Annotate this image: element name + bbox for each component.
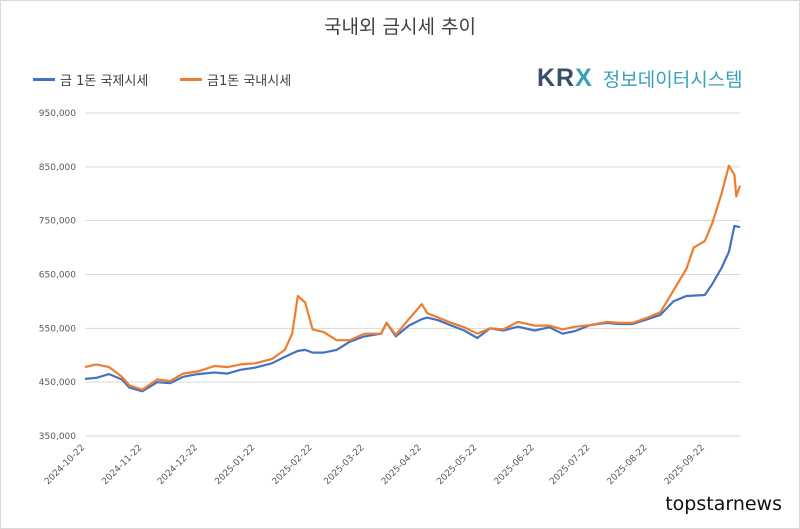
x-tick-label: 2025-08-22: [606, 443, 650, 487]
series-line-international: [84, 224, 741, 393]
x-tick-label: 2025-07-22: [548, 443, 592, 487]
legend-item-international: 금 1돈 국제시세: [33, 70, 148, 89]
x-tick-label: 2025-02-22: [271, 443, 315, 487]
x-tick-label: 2024-10-22: [43, 443, 87, 487]
chart-title: 국내외 금시세 추이: [324, 16, 476, 38]
watermark: topstarnews: [665, 493, 782, 515]
y-tick-label: 850,000: [39, 163, 76, 173]
x-tick-label: 2025-01-22: [213, 443, 257, 487]
y-tick-label: 450,000: [39, 378, 76, 388]
legend-label-domestic: 금1돈 국내시세: [207, 74, 292, 89]
krx-logo-subtitle: 정보데이터시스템: [602, 69, 743, 91]
x-axis-ticks: 2024-10-22 2024-11-22 2024-12-22 2025-01-22…: [43, 443, 707, 487]
x-tick-label: 2025-09-22: [663, 443, 707, 487]
x-tick-label: 2024-12-22: [156, 443, 200, 487]
y-tick-label: 950,000: [39, 109, 76, 119]
x-tick-label: 2025-05-22: [435, 443, 479, 487]
legend-item-domestic: 금1돈 국내시세: [180, 70, 291, 89]
y-axis-ticks: 350,000 450,000 550,000 650,000 750,000 850,0…: [39, 109, 76, 442]
x-tick-label: 2024-11-22: [100, 443, 144, 487]
y-tick-label: 350,000: [39, 432, 76, 442]
krx-logo: KRX 정보데이터시스템: [537, 64, 743, 93]
x-tick-label: 2025-04-22: [380, 443, 424, 487]
y-tick-label: 550,000: [39, 324, 76, 334]
legend-swatch-international: [33, 78, 55, 81]
gridlines: [85, 112, 740, 437]
legend-swatch-domestic: [180, 78, 202, 81]
krx-logo-text: KRX: [537, 64, 593, 93]
series-line-domestic: [84, 164, 742, 391]
series-lines: [84, 164, 742, 393]
legend-label-international: 금 1돈 국제시세: [60, 74, 149, 89]
krx-logo-x: X: [575, 64, 593, 92]
x-tick-label: 2025-03-22: [322, 443, 366, 487]
x-tick-label: 2025-06-22: [493, 443, 537, 487]
y-tick-label: 750,000: [39, 217, 76, 227]
krx-logo-letters: KR: [537, 64, 576, 92]
y-tick-label: 650,000: [39, 271, 76, 281]
